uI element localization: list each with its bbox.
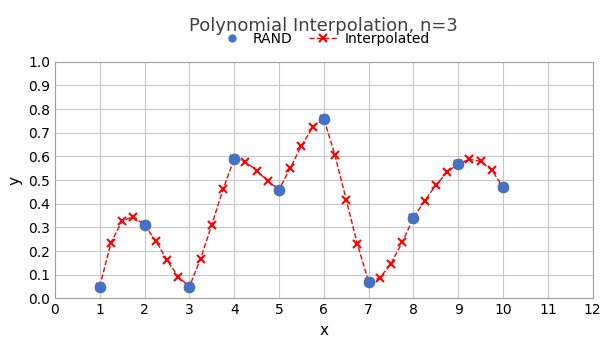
Point [319,116,329,121]
Title: Polynomial Interpolation, n=3: Polynomial Interpolation, n=3 [189,17,458,35]
Point [453,161,463,166]
Point [498,185,508,190]
Point [95,284,104,289]
Legend: RAND, Interpolated: RAND, Interpolated [213,26,435,51]
Point [364,279,373,285]
Point [409,215,419,221]
Point [229,156,239,162]
Y-axis label: y: y [7,176,23,185]
Point [274,187,284,192]
X-axis label: x: x [320,323,328,338]
Point [140,222,150,228]
Point [185,284,194,289]
